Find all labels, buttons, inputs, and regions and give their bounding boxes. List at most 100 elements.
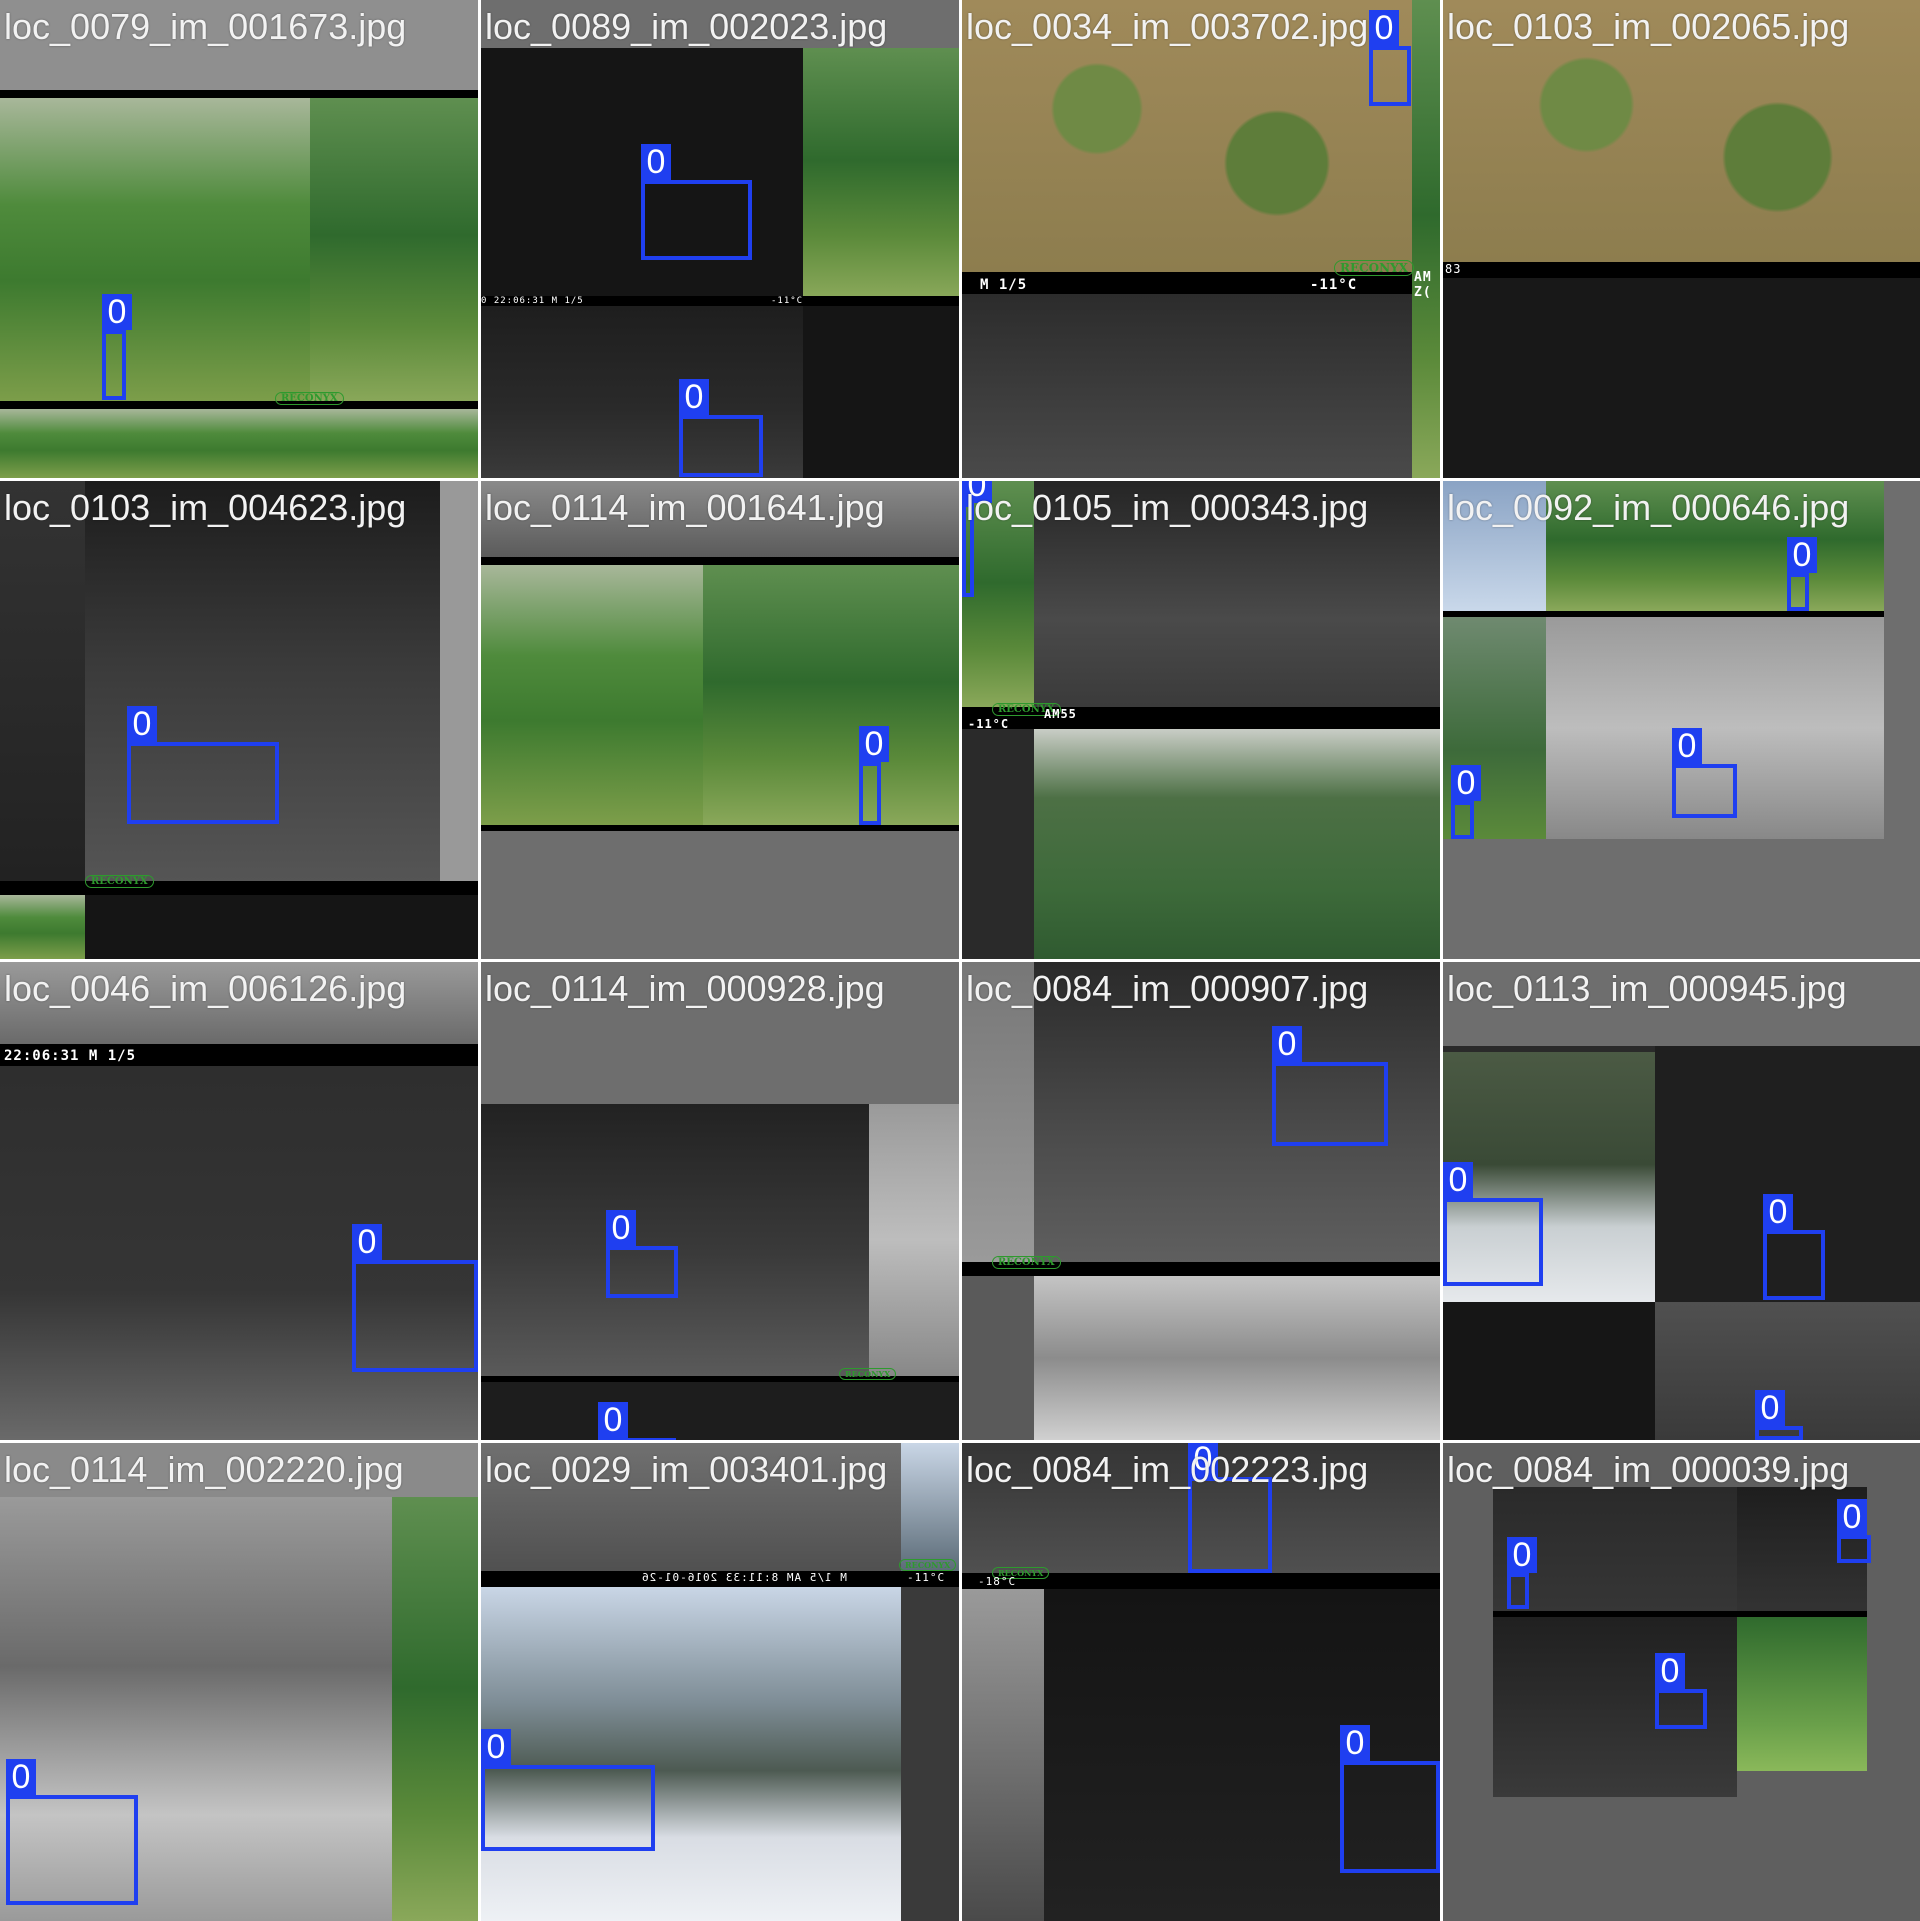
detection-box[interactable]: 0 <box>481 1729 655 1851</box>
info-bar <box>0 881 478 895</box>
photo-forest <box>803 48 959 298</box>
detection-box[interactable]: 0 <box>606 1210 678 1298</box>
photo-ir <box>962 729 1034 959</box>
photo-ir <box>0 1443 478 1497</box>
detection-box[interactable]: 0 <box>1787 537 1817 611</box>
detection-box[interactable]: 0 <box>679 379 763 477</box>
photo-snow <box>869 1104 959 1376</box>
mosaic-tile[interactable]: 0 0 0 loc_0113_im_000945.jpg <box>1443 962 1920 1440</box>
photo-ir <box>1655 1302 1920 1440</box>
photo-ir <box>1655 1046 1920 1302</box>
class-label: 0 <box>606 1210 636 1246</box>
temperature: -11°C <box>1310 277 1358 293</box>
photo-ir <box>901 1587 959 1921</box>
mosaic-tile[interactable]: 22:06:31 M 1/5 0 loc_0046_im_006126.jpg <box>0 962 478 1440</box>
mosaic-tile[interactable]: RECONYX 0 loc_0084_im_000907.jpg <box>962 962 1440 1440</box>
padding <box>1884 481 1920 959</box>
temperature: -11°C <box>968 717 1010 731</box>
photo-ir <box>0 962 478 1044</box>
photo-ir <box>1034 1276 1440 1440</box>
detection-box[interactable]: 0 <box>102 294 132 400</box>
photo-sagebrush <box>962 0 1412 272</box>
tile-filename: loc_0114_im_001641.jpg <box>485 487 885 528</box>
mosaic-tile[interactable]: RECONYX 0 loc_0079_im_001673.jpg <box>0 0 478 478</box>
photo-ir <box>1034 962 1440 1262</box>
frame-counter: M 1/5 <box>980 277 1028 293</box>
mosaic-tile[interactable]: M 1/5 AM 8:11:33 2016-01-26 -11°C RECONY… <box>481 1443 959 1921</box>
detection-box[interactable]: 0 <box>859 726 889 825</box>
padding <box>0 0 478 92</box>
tile-filename: loc_0079_im_001673.jpg <box>4 6 407 47</box>
tile-filename: loc_0114_im_002220.jpg <box>4 1449 404 1490</box>
side-text: AM55 <box>1044 707 1077 721</box>
photo-forest <box>0 895 85 959</box>
class-label: 0 <box>1443 1162 1473 1198</box>
mosaic-tile[interactable]: M 1/5 -11°C AM Z( RECONYX 0 loc_0034_im_… <box>962 0 1440 478</box>
mosaic-tile[interactable]: 0 22:06:31 M 1/5 -11°C 0 0 loc_0089_im_0… <box>481 0 959 478</box>
class-label: 0 <box>1837 1499 1867 1535</box>
reconyx-logo: RECONYX <box>85 875 154 888</box>
tile-filename: loc_0103_im_004623.jpg <box>4 487 407 528</box>
mosaic-tile[interactable]: 0 0 0 loc_0092_im_000646.jpg <box>1443 481 1920 959</box>
detection-box[interactable]: 0 <box>1672 728 1737 818</box>
side-text: 83 <box>1445 262 1462 276</box>
info-bar <box>481 1571 959 1587</box>
photo-ir <box>962 294 1412 478</box>
class-label: 0 <box>641 144 671 180</box>
class-label: 0 <box>1655 1653 1685 1689</box>
class-label: 0 <box>1787 537 1817 573</box>
photo-ir <box>481 306 803 478</box>
timestamp: M 1/5 AM 8:11:33 2016-01-26 <box>641 1571 847 1584</box>
detection-box[interactable]: 0 <box>352 1224 478 1372</box>
mosaic-tile[interactable]: RECONYX -18°C 0 0 loc_0084_im_002223.jpg <box>962 1443 1440 1921</box>
detection-box[interactable]: 0 <box>1272 1026 1388 1146</box>
detection-box[interactable]: 0 <box>1443 1162 1543 1286</box>
detection-box[interactable]: 0 <box>1369 10 1411 106</box>
mosaic-tile[interactable]: RECONYX 0 0 loc_0114_im_000928.jpg <box>481 962 959 1440</box>
detection-box[interactable]: 0 <box>1507 1537 1537 1609</box>
photo-forest <box>703 565 959 825</box>
class-label: 0 <box>1451 765 1481 801</box>
mosaic-tile[interactable]: 0 loc_0114_im_002220.jpg <box>0 1443 478 1921</box>
photo-forest <box>0 98 310 403</box>
detection-box[interactable]: 0 <box>962 481 992 597</box>
detection-box[interactable]: 0 <box>6 1759 138 1905</box>
info-bar <box>1443 1046 1655 1052</box>
detection-box[interactable]: 0 <box>598 1402 676 1440</box>
reconyx-logo: RECONYX <box>992 1567 1050 1579</box>
mosaic-tile[interactable]: 0 loc_0114_im_001641.jpg <box>481 481 959 959</box>
mosaic-tile[interactable]: 0 0 0 loc_0084_im_000039.jpg <box>1443 1443 1920 1921</box>
detection-box[interactable]: 0 <box>1188 1443 1272 1573</box>
detection-box[interactable]: 0 <box>1755 1390 1803 1440</box>
detection-box[interactable]: 0 <box>1837 1499 1871 1563</box>
photo-forest <box>310 98 478 403</box>
padding <box>1443 962 1920 1046</box>
padding <box>481 831 959 959</box>
reconyx-logo: RECONYX <box>899 1559 957 1571</box>
photo-ir <box>962 1276 1034 1440</box>
reconyx-logo: RECONYX <box>275 392 344 405</box>
info-bar <box>962 707 1440 729</box>
detection-box[interactable]: 0 <box>641 144 752 260</box>
class-label: 0 <box>1507 1537 1537 1573</box>
mosaic-tile[interactable]: RECONYX 0 loc_0103_im_004623.jpg <box>0 481 478 959</box>
class-label: 0 <box>1188 1443 1218 1477</box>
photo-ir <box>0 1066 478 1440</box>
tile-filename: loc_0084_im_000039.jpg <box>1447 1449 1850 1490</box>
detection-box[interactable]: 0 <box>1451 765 1481 839</box>
detection-box[interactable]: 0 <box>127 706 279 824</box>
class-label: 0 <box>1763 1194 1793 1230</box>
detection-box[interactable]: 0 <box>1763 1194 1825 1300</box>
temperature: -11°C <box>907 1571 946 1584</box>
photo-ir <box>481 1443 901 1573</box>
photo-forest <box>1412 0 1440 478</box>
class-label: 0 <box>1340 1725 1370 1761</box>
timestamp: 0 22:06:31 M 1/5 <box>481 296 584 306</box>
mosaic-tile[interactable]: 83 loc_0103_im_002065.jpg <box>1443 0 1920 478</box>
photo-ir <box>1044 1589 1440 1921</box>
mosaic-tile[interactable]: RECONYX -11°C AM55 0 loc_0105_im_000343.… <box>962 481 1440 959</box>
tile-filename: loc_0114_im_000928.jpg <box>485 968 885 1009</box>
detection-box[interactable]: 0 <box>1340 1725 1440 1873</box>
detection-box[interactable]: 0 <box>1655 1653 1707 1729</box>
